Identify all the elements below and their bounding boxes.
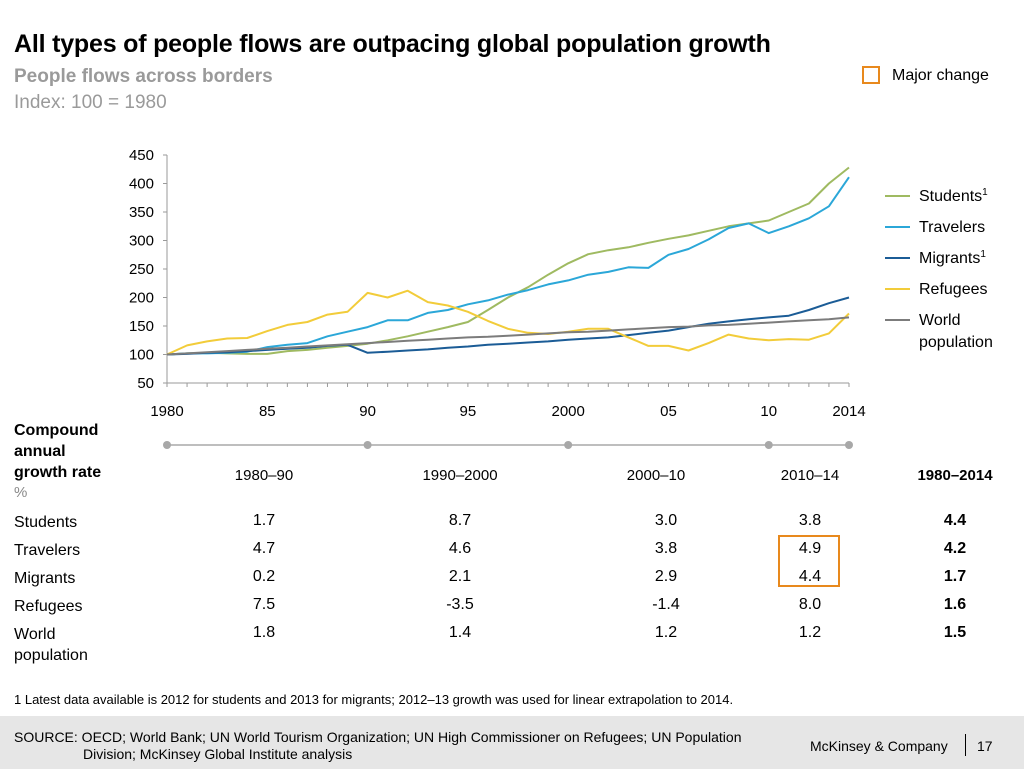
- cagr-cell: 4.6: [448, 540, 472, 557]
- y-tick-label: 100: [129, 347, 154, 364]
- cagr-cell: 1.2: [798, 624, 822, 641]
- series-line-students: [166, 166, 850, 356]
- row-label-line: World: [14, 626, 56, 643]
- cagr-cell: 4.7: [252, 540, 276, 557]
- brand-name: McKinsey & Company: [810, 738, 948, 754]
- x-tick-label: 05: [660, 403, 677, 420]
- timeline-marker: [564, 441, 573, 449]
- cagr-cell-total: 1.6: [943, 596, 967, 613]
- x-tick-label: 2000: [551, 403, 584, 420]
- y-tick-label: 150: [129, 318, 154, 335]
- series-line-world-population: [166, 316, 850, 356]
- major-change-legend-box: [862, 66, 880, 84]
- y-tick-label: 50: [137, 375, 154, 392]
- page-number: 17: [977, 738, 993, 754]
- x-tick-label: 90: [359, 403, 376, 420]
- cagr-cell: 1.4: [448, 624, 472, 641]
- y-tick-label: 350: [129, 204, 154, 221]
- x-tick-label: 1980: [150, 403, 183, 420]
- x-tick-label: 10: [760, 403, 777, 420]
- chart-subtitle: People flows across borders: [14, 66, 273, 87]
- period-header: 2000–10: [626, 467, 686, 484]
- timeline-marker: [764, 441, 773, 449]
- chart-legend: Students1 Travelers Migrants1 Refugees World…: [885, 187, 993, 351]
- source-line: SOURCE: OECD; World Bank; UN World Touri…: [14, 729, 742, 745]
- cagr-cell: 4.9: [798, 540, 822, 557]
- period-header-total: 1980–2014: [917, 467, 993, 484]
- footnote: 1 Latest data available is 2012 for stud…: [14, 692, 734, 707]
- legend-label: World: [919, 312, 961, 329]
- cagr-cell: 8.7: [448, 512, 472, 529]
- row-label-students: Students: [14, 514, 78, 531]
- series-line-travelers: [166, 176, 850, 356]
- cagr-cell-total: 4.4: [943, 512, 967, 529]
- cagr-heading-line: Compound: [14, 422, 99, 439]
- timeline-marker: [845, 441, 853, 449]
- x-tick-label: 2014: [832, 403, 865, 420]
- x-tick-label: 85: [259, 403, 276, 420]
- period-header: 1980–90: [234, 467, 294, 484]
- series-lines: [166, 166, 850, 356]
- footer-bar: [0, 716, 1024, 769]
- legend-label: Travelers: [919, 219, 985, 236]
- y-tick-label: 200: [129, 290, 154, 307]
- row-label-refugees: Refugees: [14, 598, 83, 615]
- cagr-cell-total: 4.2: [943, 540, 967, 557]
- cagr-cell: 3.8: [798, 512, 822, 529]
- x-axis: 1980 85 90 95 2000 05 10 2014: [150, 382, 866, 420]
- y-tick-label: 250: [129, 261, 154, 278]
- legend-label: Students1: [919, 187, 988, 205]
- cagr-cell: 3.8: [654, 540, 678, 557]
- major-change-highlight: [778, 535, 840, 587]
- cagr-cell: 4.4: [798, 568, 822, 585]
- row-label-migrants: Migrants: [14, 570, 76, 587]
- x-tick-label: 95: [460, 403, 477, 420]
- major-change-label: Major change: [892, 67, 989, 84]
- cagr-cell: -1.4: [652, 596, 680, 613]
- footer-divider: [965, 734, 966, 756]
- timeline-marker: [363, 441, 372, 449]
- source-line: Division; McKinsey Global Institute anal…: [83, 746, 353, 762]
- y-tick-label: 450: [129, 147, 154, 164]
- page-title: All types of people flows are outpacing …: [14, 30, 771, 58]
- timeline-marker: [163, 441, 171, 449]
- y-axis: 50 100 150 200 250 300 350 400 450: [129, 147, 168, 392]
- cagr-cell: 2.1: [448, 568, 472, 585]
- legend-label: Migrants1: [919, 249, 986, 267]
- cagr-cell: 2.9: [654, 568, 678, 585]
- series-line-migrants: [166, 296, 850, 356]
- legend-label: population: [919, 334, 993, 351]
- cagr-cell: 7.5: [252, 596, 276, 613]
- cagr-cell: 1.8: [252, 624, 276, 641]
- line-chart: 50 100 150 200 250 300 350 400 450 1980 85 90 95 200…: [129, 147, 993, 449]
- cagr-cell: 8.0: [798, 596, 822, 613]
- cagr-heading-line: growth rate: [14, 464, 102, 481]
- period-header: 1990–2000: [422, 467, 498, 484]
- period-timeline: [163, 441, 853, 449]
- cagr-cell: 0.2: [252, 568, 276, 585]
- cagr-cell-total: 1.5: [943, 624, 967, 641]
- row-label-world-population: World population: [14, 624, 88, 666]
- row-label-travelers: Travelers: [14, 542, 81, 559]
- cagr-heading: Compound annual growth rate: [14, 420, 101, 483]
- cagr-cell: 1.7: [252, 512, 276, 529]
- cagr-cell: -3.5: [446, 596, 474, 613]
- row-label-line: population: [14, 647, 88, 664]
- y-tick-label: 300: [129, 233, 154, 250]
- series-line-refugees: [166, 289, 850, 356]
- legend-label: Refugees: [919, 281, 988, 298]
- period-header: 2010–14: [780, 467, 840, 484]
- cagr-unit: %: [14, 484, 28, 501]
- cagr-heading-line: annual: [14, 443, 66, 460]
- cagr-cell-total: 1.7: [943, 568, 967, 585]
- cagr-cell: 1.2: [654, 624, 678, 641]
- index-note: Index: 100 = 1980: [14, 92, 167, 113]
- y-tick-label: 400: [129, 176, 154, 193]
- cagr-cell: 3.0: [654, 512, 678, 529]
